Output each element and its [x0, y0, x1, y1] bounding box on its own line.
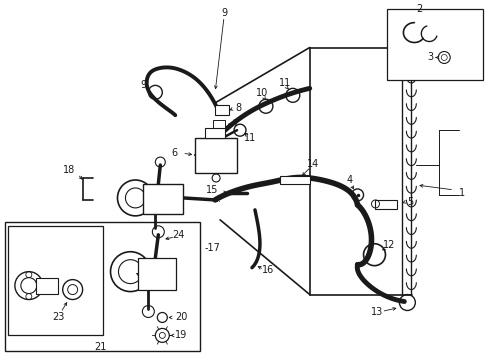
Bar — [143, 184, 183, 214]
Text: 18: 18 — [62, 165, 75, 175]
Bar — [205, 128, 224, 138]
Bar — [375, 200, 397, 209]
Text: 20: 20 — [175, 312, 187, 323]
Bar — [195, 138, 237, 173]
Text: 5: 5 — [407, 197, 413, 207]
Bar — [386, 9, 482, 80]
Text: 11: 11 — [278, 78, 290, 88]
Text: 23: 23 — [52, 312, 65, 323]
Text: 24: 24 — [172, 230, 184, 240]
Text: 11: 11 — [244, 133, 256, 143]
Text: 16: 16 — [261, 265, 273, 275]
Text: 7: 7 — [231, 119, 238, 129]
Bar — [36, 278, 58, 293]
Text: 19: 19 — [175, 330, 187, 341]
Text: 9: 9 — [221, 8, 227, 18]
Bar — [279, 176, 309, 184]
Text: 22: 22 — [139, 276, 151, 287]
Bar — [138, 258, 176, 289]
Text: 10: 10 — [255, 88, 267, 98]
Bar — [5, 222, 200, 351]
Text: 14: 14 — [306, 159, 318, 169]
Text: 3: 3 — [427, 53, 432, 63]
Text: 12: 12 — [383, 240, 395, 250]
Text: 15: 15 — [205, 185, 218, 195]
Text: 8: 8 — [234, 103, 241, 113]
Bar — [213, 120, 224, 129]
Text: 13: 13 — [370, 307, 383, 318]
Bar — [215, 105, 228, 115]
Text: 1: 1 — [458, 188, 464, 198]
Text: 4: 4 — [346, 175, 352, 185]
Text: ...: ... — [214, 197, 221, 203]
Text: 6: 6 — [171, 148, 177, 158]
Text: 2: 2 — [415, 4, 422, 14]
Text: 21: 21 — [94, 342, 106, 352]
Bar — [8, 226, 102, 336]
Text: 9: 9 — [140, 80, 146, 90]
Text: -17: -17 — [204, 243, 220, 253]
